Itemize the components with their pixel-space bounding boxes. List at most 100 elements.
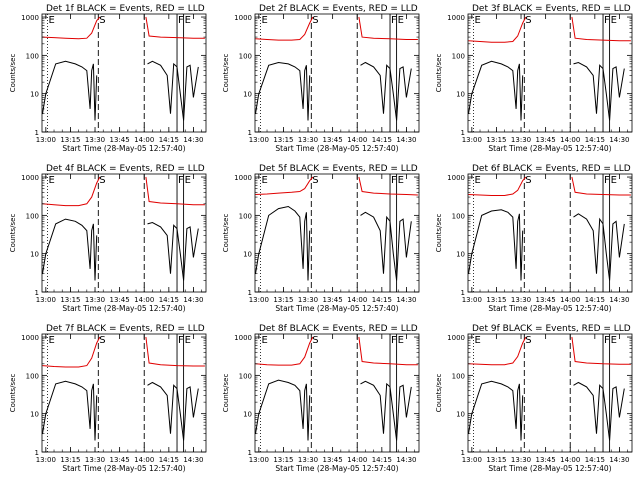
x-tick-label: 14:30 xyxy=(609,296,629,304)
plot-area xyxy=(42,334,205,452)
x-tick-label: 13:45 xyxy=(323,136,343,144)
chart-title: Det 5f BLACK = Events, RED = LLD xyxy=(259,164,418,174)
x-tick-label: 14:15 xyxy=(159,136,179,144)
event-rate-line-segment xyxy=(573,61,625,121)
x-tick-label: 13:15 xyxy=(486,136,506,144)
x-tick-label: 13:45 xyxy=(536,296,556,304)
x-tick-label: 13:30 xyxy=(298,456,318,464)
y-tick-label: 1000 xyxy=(447,174,465,182)
x-tick-label: 13:15 xyxy=(486,456,506,464)
event-mark-label: E xyxy=(48,15,54,26)
x-axis-label: Start Time (28-May-05 12:57:40) xyxy=(488,464,611,473)
y-tick-label: 100 xyxy=(239,212,252,220)
y-tick-label: 100 xyxy=(26,52,39,60)
x-tick-label: 13:45 xyxy=(323,296,343,304)
x-tick-label: 13:30 xyxy=(85,456,105,464)
lld-rate-line-segment xyxy=(255,336,314,366)
y-axis-label: Counts/sec xyxy=(9,374,17,413)
y-axis-label: Counts/sec xyxy=(222,374,230,413)
x-axis-label: Start Time (28-May-05 12:57:40) xyxy=(275,144,398,153)
x-tick-label: 13:00 xyxy=(249,136,269,144)
plot-frame xyxy=(41,13,207,133)
plot-frame xyxy=(467,333,633,453)
y-tick-label: 10 xyxy=(243,91,252,99)
event-rate-line-segment xyxy=(573,381,625,441)
x-tick-label: 14:30 xyxy=(396,296,416,304)
lld-rate-line-segment xyxy=(42,176,101,207)
event-mark-label: F xyxy=(604,15,610,26)
event-mark-label: S xyxy=(525,15,531,26)
event-rate-line-segment xyxy=(147,221,199,281)
x-tick-label: 14:00 xyxy=(134,296,154,304)
x-axis-label: Start Time (28-May-05 12:57:40) xyxy=(275,464,398,473)
event-mark-label: S xyxy=(99,175,105,186)
y-tick-label: 10 xyxy=(243,411,252,419)
x-tick-label: 14:15 xyxy=(372,136,392,144)
x-axis-label: Start Time (28-May-05 12:57:40) xyxy=(62,304,185,313)
lld-rate-line-segment xyxy=(255,176,314,195)
x-tick-label: 13:30 xyxy=(511,456,531,464)
lld-rate-line-segment xyxy=(358,176,418,196)
x-tick-label: 13:00 xyxy=(462,136,482,144)
plot-area xyxy=(255,14,418,132)
x-tick-label: 14:00 xyxy=(347,456,367,464)
plot-frame xyxy=(254,13,420,133)
y-tick-label: 1 xyxy=(461,449,465,457)
event-mark-label: E xyxy=(474,175,480,186)
x-tick-label: 14:15 xyxy=(159,296,179,304)
y-axis-label: Counts/sec xyxy=(435,374,443,413)
x-tick-label: 13:15 xyxy=(60,456,80,464)
x-tick-label: 14:00 xyxy=(347,296,367,304)
event-mark-label: E xyxy=(185,175,191,186)
x-axis-label: Start Time (28-May-05 12:57:40) xyxy=(275,304,398,313)
event-rate-line-segment xyxy=(147,381,199,441)
x-tick-label: 13:45 xyxy=(110,136,130,144)
x-tick-label: 14:15 xyxy=(585,296,605,304)
x-tick-label: 14:15 xyxy=(372,296,392,304)
y-tick-label: 100 xyxy=(26,372,39,380)
x-tick-label: 14:00 xyxy=(134,136,154,144)
y-tick-label: 100 xyxy=(26,212,39,220)
plot-frame xyxy=(467,173,633,293)
event-rate-line-segment xyxy=(42,380,98,441)
y-axis-label: Counts/sec xyxy=(9,54,17,93)
plot-area xyxy=(255,334,418,452)
y-tick-label: 1000 xyxy=(234,174,252,182)
lld-rate-line-segment xyxy=(571,336,631,365)
y-tick-label: 100 xyxy=(452,372,465,380)
event-mark-label: E xyxy=(611,175,617,186)
y-tick-label: 1000 xyxy=(234,334,252,342)
y-axis-label: Counts/sec xyxy=(222,54,230,93)
event-rate-line-segment xyxy=(255,61,311,121)
x-tick-label: 14:15 xyxy=(585,456,605,464)
chart-title: Det 3f BLACK = Events, RED = LLD xyxy=(472,4,631,14)
y-tick-label: 1000 xyxy=(447,334,465,342)
y-tick-label: 100 xyxy=(239,372,252,380)
lld-rate-line-segment xyxy=(468,176,527,196)
lld-rate-line-segment xyxy=(468,16,527,43)
x-tick-label: 14:30 xyxy=(183,456,203,464)
plot-frame xyxy=(41,333,207,453)
y-tick-label: 10 xyxy=(30,411,39,419)
lld-rate-line-segment xyxy=(145,16,205,39)
x-tick-label: 14:30 xyxy=(396,136,416,144)
event-mark-label: F xyxy=(391,15,397,26)
x-tick-label: 14:00 xyxy=(347,136,367,144)
x-tick-label: 13:15 xyxy=(486,296,506,304)
event-mark-label: F xyxy=(604,335,610,346)
x-tick-label: 13:30 xyxy=(298,136,318,144)
plot-frame xyxy=(41,173,207,293)
chart-title: Det 8f BLACK = Events, RED = LLD xyxy=(259,324,418,334)
x-tick-label: 13:15 xyxy=(273,296,293,304)
x-tick-label: 13:30 xyxy=(85,136,105,144)
x-tick-label: 13:00 xyxy=(36,136,56,144)
chart-title: Det 2f BLACK = Events, RED = LLD xyxy=(259,4,418,14)
event-mark-label: E xyxy=(398,335,404,346)
plot-frame xyxy=(254,173,420,293)
